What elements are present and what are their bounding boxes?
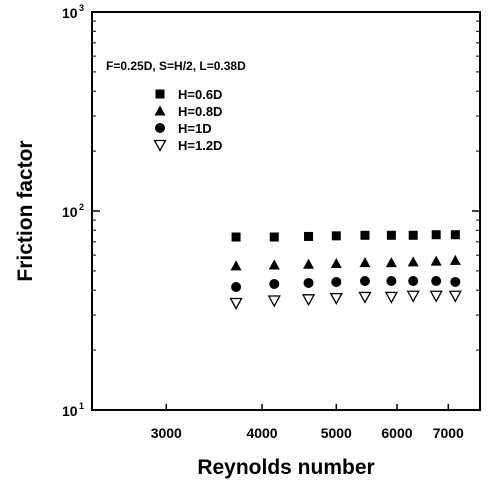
data-point (303, 258, 315, 269)
data-point (303, 277, 314, 288)
y-axis-label: Friction factor (14, 140, 37, 281)
y-tick-exponent: 1 (79, 401, 84, 411)
x-tick-label: 6000 (381, 425, 412, 441)
data-point (231, 282, 242, 293)
x-axis-label: Reynolds number (197, 456, 374, 479)
data-point (385, 257, 397, 268)
data-point (359, 257, 371, 268)
data-point (449, 254, 461, 265)
data-point (358, 291, 372, 304)
data-point (229, 297, 243, 310)
x-tick-label: 7000 (433, 425, 464, 441)
data-point (330, 257, 342, 268)
data-point (301, 294, 316, 307)
legend-label: H=1.2D (178, 138, 222, 153)
legend-marker (153, 139, 167, 152)
data-point (331, 276, 342, 287)
data-point (407, 256, 419, 267)
legend-marker (154, 105, 166, 116)
legend-marker (155, 123, 165, 133)
data-point (430, 255, 442, 266)
y-tick-base: 10 (62, 204, 78, 220)
data-point (431, 230, 441, 240)
x-tick-label: 3000 (151, 425, 182, 441)
legend-label: H=0.6D (178, 87, 222, 102)
data-point (269, 278, 280, 289)
x-tick-label: 4000 (246, 425, 277, 441)
data-point (431, 275, 442, 286)
y-tick-base: 10 (62, 403, 78, 419)
data-point (267, 295, 281, 308)
data-point (386, 275, 397, 286)
data-point (231, 232, 241, 242)
y-tick-label: 10 2 (62, 202, 84, 220)
y-tick-label: 10 3 (62, 3, 84, 21)
legend-marker (155, 89, 165, 99)
data-point (384, 291, 398, 304)
y-tick-exponent: 3 (79, 3, 84, 13)
legend: H=0.6D H=0.8D H=1D H=1.2D (153, 87, 222, 153)
data-point (450, 276, 461, 287)
data-point (329, 292, 343, 305)
data-point (450, 230, 460, 240)
y-tick-exponent: 2 (79, 202, 84, 212)
data-point (360, 230, 370, 240)
x-tick-label: 5000 (321, 425, 352, 441)
data-point (268, 259, 280, 270)
legend-label: H=1D (178, 121, 212, 136)
data-point (304, 231, 314, 241)
data-point (408, 275, 419, 286)
data-points (229, 230, 462, 310)
y-tick-base: 10 (62, 5, 78, 21)
legend-label: H=0.8D (178, 104, 222, 119)
data-point (331, 231, 341, 241)
data-point (269, 232, 279, 242)
chart-annotation: F=0.25D, S=H/2, L=0.38D (106, 59, 246, 73)
data-point (408, 230, 418, 240)
y-tick-label: 10 1 (62, 401, 84, 419)
data-point (386, 230, 396, 240)
data-point (406, 290, 420, 303)
data-point (448, 290, 462, 303)
data-point (429, 290, 443, 303)
data-point (359, 275, 370, 286)
data-point (230, 260, 242, 271)
